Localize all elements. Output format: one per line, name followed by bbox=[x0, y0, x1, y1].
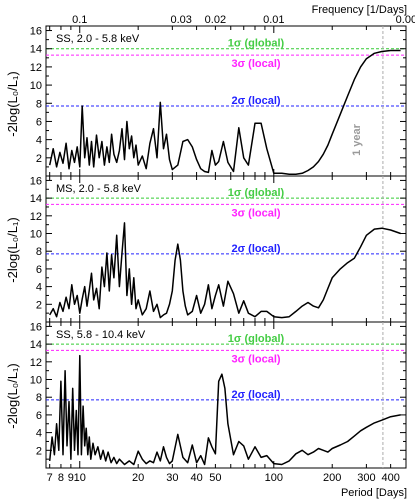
reference-label: 2σ (local) bbox=[231, 95, 280, 107]
data-curve bbox=[48, 49, 401, 175]
panel-title: MS, 2.0 - 5.8 keV bbox=[56, 183, 142, 195]
y-tick-label: 10 bbox=[30, 375, 42, 387]
y-tick-label: 8 bbox=[36, 246, 42, 258]
x-tick-label: 9 bbox=[68, 472, 74, 484]
y-tick-label: 10 bbox=[30, 229, 42, 241]
reference-label: 2σ (local) bbox=[231, 389, 280, 401]
y-tick-label: 2 bbox=[36, 153, 42, 165]
top-ticks: 0.1 0.03 0.02 0.01 0.002 bbox=[72, 14, 415, 26]
x-tick-label: 40 bbox=[190, 472, 202, 484]
y-tick-label: 6 bbox=[36, 116, 42, 128]
plot-frame bbox=[45, 321, 407, 469]
y-axis-label-1: -2log(L₀/L₁) bbox=[5, 71, 20, 136]
x-tick-label: 200 bbox=[323, 472, 341, 484]
y-axis-label-2: -2log(L₀/L₁) bbox=[5, 217, 20, 282]
x-tick-label: 30 bbox=[166, 472, 178, 484]
reference-label: 1σ (global) bbox=[228, 333, 285, 345]
y-tick-label: 14 bbox=[30, 339, 42, 351]
panel-title: SS, 2.0 - 5.8 keV bbox=[56, 33, 140, 45]
y-tick-label: 4 bbox=[36, 428, 42, 440]
top-tick-label: 0.02 bbox=[205, 14, 226, 26]
y-tick-label: 16 bbox=[30, 321, 42, 333]
y-tick-label: 12 bbox=[30, 62, 42, 74]
y-tick-label: 6 bbox=[36, 410, 42, 422]
x-tick-label: 300 bbox=[357, 472, 375, 484]
panel-title: SS, 5.8 - 10.4 keV bbox=[56, 329, 146, 341]
top-tick-label: 0.03 bbox=[171, 14, 192, 26]
x-tick-label: 20 bbox=[132, 472, 144, 484]
y-tick-label: 2 bbox=[36, 445, 42, 457]
x-tick-label: 400 bbox=[381, 472, 399, 484]
x-tick-label: 50 bbox=[209, 472, 221, 484]
x-tick-label: 100 bbox=[265, 472, 283, 484]
one-year-label: 1 year bbox=[351, 123, 363, 156]
y-axis-label-3: -2log(L₀/L₁) bbox=[5, 363, 20, 428]
top-tick-label: 0.01 bbox=[263, 14, 284, 26]
data-curve bbox=[49, 222, 401, 319]
y-tick-label: 12 bbox=[30, 211, 42, 223]
y-tick-label: 4 bbox=[36, 135, 42, 147]
y-tick-label: 8 bbox=[36, 98, 42, 110]
top-tick-label: 0.1 bbox=[72, 14, 87, 26]
reference-label: 3σ (local) bbox=[231, 207, 280, 219]
reference-label: 2σ (local) bbox=[231, 243, 280, 255]
panel-ss-hard: 2 4 6 8 10 12 14 16 1σ (global) 3σ (local) 2σ (loc… bbox=[30, 321, 407, 484]
reference-label: 3σ (local) bbox=[231, 58, 280, 70]
x-tick-label: 7 bbox=[47, 472, 53, 484]
reference-label: 1σ (global) bbox=[228, 38, 285, 50]
y-tick-label: 8 bbox=[36, 392, 42, 404]
y-tick-label: 4 bbox=[36, 282, 42, 294]
top-axis-label: Frequency [1/Days] bbox=[312, 4, 407, 16]
bottom-axis-label: Period [Days] bbox=[341, 487, 407, 499]
y-tick-label: 14 bbox=[30, 193, 42, 205]
y-tick-label: 16 bbox=[30, 175, 42, 187]
panel-ms-soft: 2 4 6 8 10 12 14 16 1σ (global) 3σ (local) 2σ (loc… bbox=[30, 175, 407, 323]
x-tick-label: 10 bbox=[74, 472, 86, 484]
y-tick-label: 10 bbox=[30, 80, 42, 92]
reference-label: 1σ (global) bbox=[228, 187, 285, 199]
y-tick-label: 14 bbox=[30, 44, 42, 56]
top-tick-label: 0.002 bbox=[396, 14, 415, 26]
x-tick-label: 8 bbox=[58, 472, 64, 484]
reference-label: 3σ (local) bbox=[231, 353, 280, 365]
y-tick-label: 12 bbox=[30, 357, 42, 369]
y-tick-label: 2 bbox=[36, 299, 42, 311]
y-tick-label: 16 bbox=[30, 26, 42, 38]
data-curve bbox=[48, 354, 401, 466]
y-tick-label: 6 bbox=[36, 264, 42, 276]
panel-ss-soft: 2 4 6 8 10 12 14 16 1σ (global) 3σ (local) 2σ (loc… bbox=[30, 25, 407, 177]
top-axis: Frequency [1/Days] 0.1 0.03 0.02 0.01 0.002 bbox=[72, 4, 415, 26]
